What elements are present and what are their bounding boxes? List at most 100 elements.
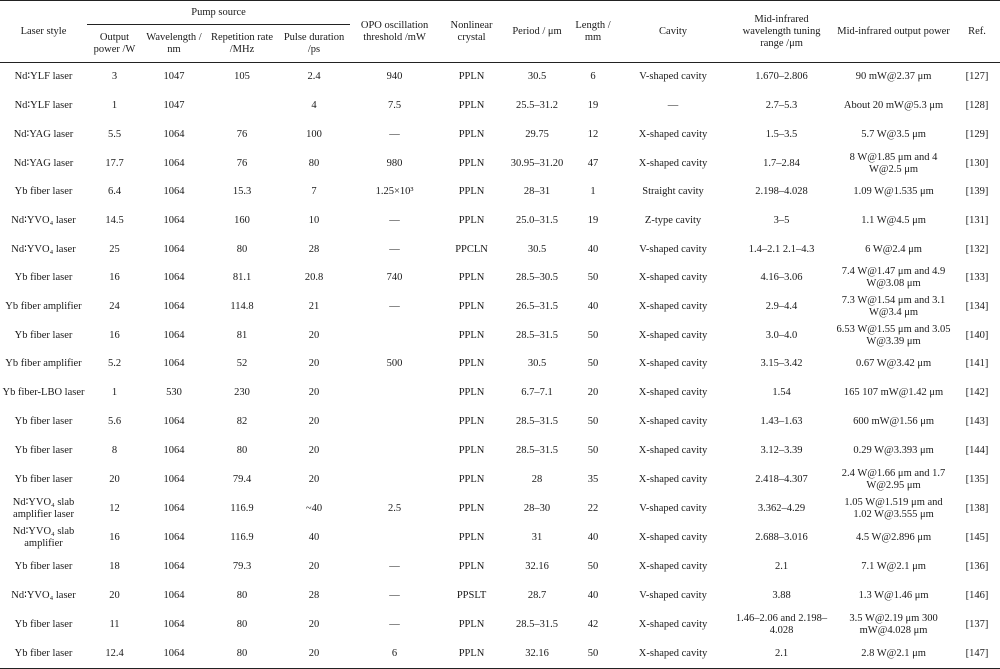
cell-opo-threshold: — [389,243,400,255]
cell-length: 47 [587,157,599,169]
cell-nonlinear-crystal: PPLN [439,639,505,669]
cell-length: 50 [570,639,617,669]
table-row: Yb fiber laser 20 1064 79.4 20 PPLN 28 35 X-shap… [0,465,1000,494]
cell-repetition-rate: 79.3 [232,560,252,572]
cell-mir-output-power: About 20 mW@5.3 μm [843,99,944,111]
cell-laser-style: Nd∶YAG laser [13,157,74,169]
cell-repetition-rate: 76 [236,157,248,169]
cell-length: 40 [587,300,599,312]
cell-pulse-duration: 7 [311,186,317,197]
cell-opo-threshold: — [389,618,400,630]
cell-mir-output-power: 8 W@1.85 μm and 4 W@2.5 μm [849,151,938,175]
cell-tuning-range: 2.7–5.3 [765,99,798,111]
cell-laser-style: Yb fiber amplifier [5,358,82,369]
cell-wavelength: 1064 [163,214,185,226]
table-row: Nd∶YLF laser 3 1047 105 2.4 940 PPLN 30.5 6 V-sha… [0,63,1000,92]
cell-output-power: 17.7 [105,157,124,169]
cell-wavelength: 1064 [163,157,185,169]
cell-repetition-rate: 76 [236,128,248,140]
cell-mir-output-power: 1.05 W@1.519 μm and 1.02 W@3.555 μm [844,496,943,520]
cell-mir-output-power: 0.67 W@3.42 μm [855,358,932,369]
cell-tuning-range: 3–5 [773,214,790,226]
cell-laser-style: Nd∶YAG laser [13,128,74,140]
cell-repetition-rate: 80 [206,639,278,669]
cell-cavity: V-shaped cavity [639,71,707,82]
cell-laser-style: Yb fiber laser [0,639,87,669]
cell-output-power: 25 [109,243,120,255]
cell-pulse-duration: 20 [308,560,320,572]
cell-length: 20 [587,386,599,398]
cell-tuning-range: 4.16–3.06 [760,272,803,283]
cell-laser-style: Yb fiber laser [14,329,73,341]
header-wavelength: Wavelength / nm [142,24,206,63]
table-row: Yb fiber laser 12.4 1064 80 20 6 PPLN 32.16 50 X-… [0,639,1000,669]
cell-ref: [129] [965,128,989,140]
cell-length: 50 [587,415,599,427]
table-row: Nd∶YVO₄ slab amplifier laser 12 1064 116.9 ~… [0,494,1000,523]
cell-nonlinear-crystal: PPLN [458,329,485,341]
cell-pulse-duration: 100 [306,128,322,140]
cell-nonlinear-crystal: PPLN [458,214,485,226]
cell-tuning-range: 1.54 [772,386,791,398]
table-row: Nd∶YVO₄ laser 20 1064 80 28 — PPSLT 28.7 40 V-sha… [0,581,1000,610]
cell-wavelength: 1064 [163,502,185,514]
cell-nonlinear-crystal: PPLN [458,502,485,514]
cell-tuning-range: 1.43–1.63 [760,415,803,427]
cell-length: 40 [587,243,599,255]
cell-wavelength: 1064 [163,415,185,427]
cell-wavelength: 1064 [163,618,185,630]
cell-pulse-duration: 4 [311,99,317,111]
cell-ref: [137] [965,618,989,630]
cell-nonlinear-crystal: PPLN [458,415,485,427]
cell-output-power: 5.6 [107,415,122,427]
cell-tuning-range: 3.0–4.0 [765,329,798,341]
cell-ref: [130] [965,157,989,169]
cell-tuning-range: 1.4–2.1 2.1–4.3 [748,243,815,255]
header-length: Length / mm [570,0,617,63]
cell-wavelength: 1064 [163,473,185,485]
cell-nonlinear-crystal: PPLN [458,99,485,111]
cell-wavelength: 1064 [163,186,185,197]
cell-output-power: 5.5 [107,128,122,140]
cell-tuning-range: 3.362–4.29 [757,502,806,514]
cell-period: 28.5–31.5 [516,618,559,630]
cell-pulse-duration: 20 [308,444,320,456]
cell-opo-threshold: — [389,128,400,140]
header-pump-source: Pump source [87,0,351,25]
cell-ref: [142] [965,386,989,398]
cell-opo-threshold: — [389,214,400,226]
cell-laser-style: Yb fiber laser [14,560,73,572]
cell-mir-output-power: 1.09 W@1.535 μm [853,186,934,197]
table-header: Laser style Pump source OPO oscillation … [0,0,1000,63]
cell-nonlinear-crystal: PPLN [458,272,485,283]
cell-length: 12 [587,128,599,140]
cell-period: 28.5–30.5 [516,272,559,283]
cell-repetition-rate: 116.9 [230,502,254,514]
cell-ref: [128] [965,99,989,111]
cell-cavity: X-shaped cavity [638,386,708,398]
cell-nonlinear-crystal: PPLN [458,473,485,485]
cell-tuning-range: 1.7–2.84 [763,157,800,169]
cell-mir-output-power: 3.5 W@2.19 μm 300 mW@4.028 μm [849,612,938,636]
cell-opo-threshold: 1.25×10³ [375,186,414,197]
cell-mir-output-power: 4.5 W@2.896 μm [855,531,932,543]
cell-pulse-duration: 20 [308,329,320,341]
cell-period: 30.95–31.20 [510,157,564,169]
header-cavity: Cavity [616,0,731,63]
cell-output-power: 6.4 [107,186,122,197]
cell-tuning-range: 3.12–3.39 [760,444,803,456]
cell-wavelength: 1064 [163,560,185,572]
cell-ref: [127] [965,71,989,82]
cell-length: 50 [587,358,599,369]
cell-cavity: X-shaped cavity [638,618,708,630]
cell-period: 31 [531,531,543,543]
table-row: Yb fiber laser 18 1064 79.3 20 — PPLN 32.16 50 X-… [0,552,1000,581]
cell-cavity: X-shaped cavity [638,531,708,543]
header-mir-output-power: Mid-infrared output power [833,0,955,63]
cell-mir-output-power: 0.29 W@3.393 μm [853,444,934,456]
cell-pulse-duration: 20.8 [304,272,324,283]
cell-length: 50 [587,444,599,456]
table-row: Yb fiber laser 8 1064 80 20 PPLN 28.5–31.5 50 X-… [0,436,1000,465]
cell-output-power: 18 [109,560,120,572]
cell-period: 32.16 [504,639,571,669]
